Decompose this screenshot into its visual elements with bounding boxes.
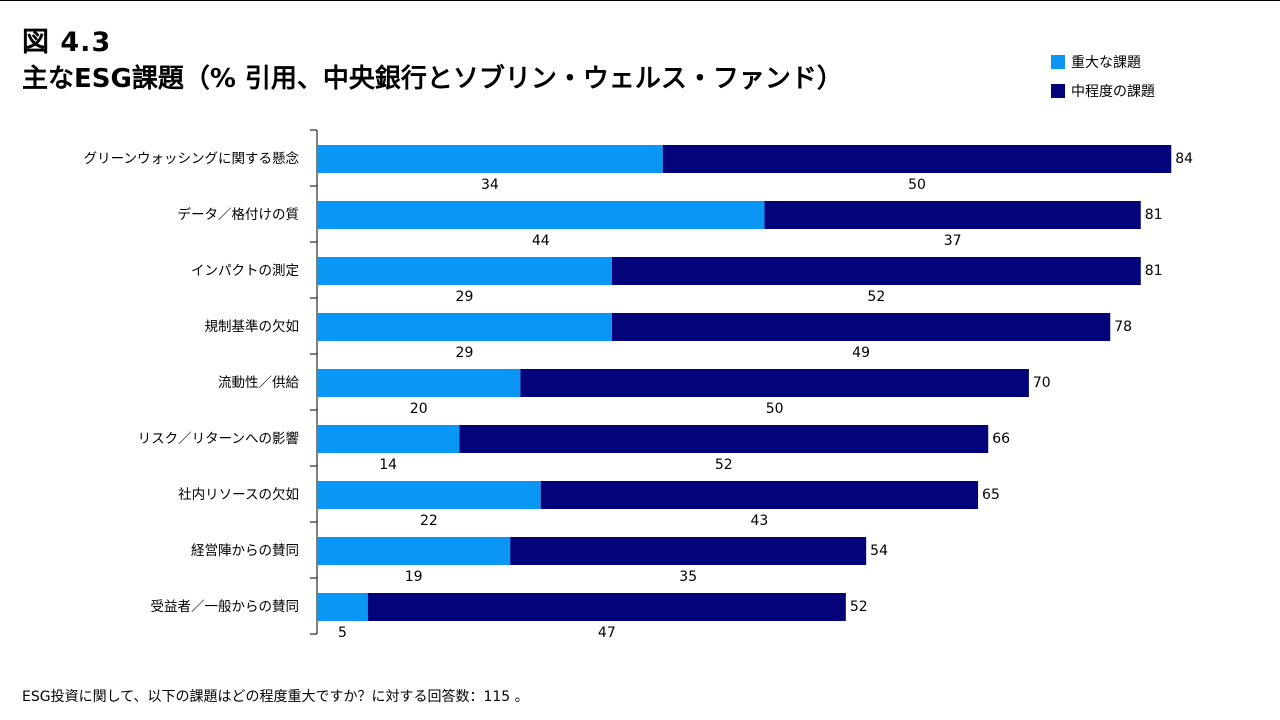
value-label-major: 19 bbox=[405, 569, 423, 585]
bar-major bbox=[317, 593, 368, 621]
bar-major bbox=[317, 257, 612, 285]
total-label: 54 bbox=[870, 543, 888, 559]
value-label-major: 34 bbox=[481, 177, 499, 193]
legend: 重大な課題 中程度の課題 bbox=[1051, 53, 1155, 111]
bar-moderate bbox=[611, 313, 1111, 341]
total-label: 78 bbox=[1114, 319, 1132, 335]
value-label-major: 20 bbox=[410, 401, 428, 417]
bar-moderate bbox=[611, 257, 1141, 285]
bar-moderate bbox=[662, 145, 1172, 173]
category-label: 社内リソースの欠如 bbox=[178, 487, 299, 503]
bar-moderate bbox=[510, 537, 867, 565]
value-label-major: 29 bbox=[456, 345, 474, 361]
value-label-moderate: 49 bbox=[852, 345, 870, 361]
bar-moderate bbox=[540, 481, 979, 509]
legend-swatch-moderate bbox=[1051, 84, 1065, 98]
bar-major bbox=[317, 313, 612, 341]
top-rule bbox=[0, 0, 1280, 1]
total-label: 52 bbox=[850, 599, 868, 615]
category-label: インパクトの測定 bbox=[191, 263, 299, 279]
value-label-moderate: 43 bbox=[750, 513, 768, 529]
bar-major bbox=[317, 369, 521, 397]
legend-swatch-major bbox=[1051, 55, 1065, 69]
chart-title: 主なESG課題（% 引用、中央銀行とソブリン・ウェルス・ファンド） bbox=[22, 64, 843, 94]
category-label: リスク／リターンへの影響 bbox=[138, 430, 299, 447]
total-label: 84 bbox=[1175, 151, 1193, 167]
category-label: データ／格付けの質 bbox=[178, 206, 300, 223]
legend-item-major: 重大な課題 bbox=[1051, 53, 1155, 71]
total-label: 65 bbox=[982, 487, 1000, 503]
footnote: ESG投資に関して、以下の課題はどの程度重大ですか？に対する回答数：115 。 bbox=[22, 689, 529, 705]
figure-label: 図 4.3 bbox=[22, 27, 112, 58]
value-label-major: 44 bbox=[532, 233, 550, 249]
value-label-moderate: 52 bbox=[867, 289, 885, 305]
legend-label-moderate: 中程度の課題 bbox=[1071, 84, 1155, 100]
value-label-major: 14 bbox=[379, 457, 397, 473]
legend-item-moderate: 中程度の課題 bbox=[1051, 82, 1155, 100]
category-label: 受益者／一般からの賛同 bbox=[151, 599, 300, 615]
value-label-major: 5 bbox=[338, 625, 347, 641]
value-label-moderate: 37 bbox=[944, 233, 962, 249]
value-label-moderate: 50 bbox=[908, 177, 926, 193]
bar-major bbox=[317, 425, 460, 453]
legend-label-major: 重大な課題 bbox=[1071, 55, 1141, 71]
value-label-major: 29 bbox=[456, 289, 474, 305]
bar-major bbox=[317, 145, 663, 173]
value-label-major: 22 bbox=[420, 513, 438, 529]
category-label: グリーンウォッシングに関する懸念 bbox=[84, 150, 299, 167]
bar-moderate bbox=[764, 201, 1141, 229]
total-label: 81 bbox=[1145, 207, 1163, 223]
total-label: 81 bbox=[1145, 263, 1163, 279]
bar-major bbox=[317, 537, 511, 565]
value-label-moderate: 52 bbox=[715, 457, 733, 473]
bar-moderate bbox=[459, 425, 989, 453]
total-label: 70 bbox=[1033, 375, 1051, 391]
category-label: 経営陣からの賛同 bbox=[191, 543, 299, 559]
category-label: 規制基準の欠如 bbox=[205, 318, 300, 335]
bar-major bbox=[317, 201, 765, 229]
value-label-moderate: 50 bbox=[766, 401, 784, 417]
value-label-moderate: 35 bbox=[679, 569, 697, 585]
bar-major bbox=[317, 481, 541, 509]
value-label-moderate: 47 bbox=[598, 625, 616, 641]
category-label: 流動性／供給 bbox=[218, 375, 299, 391]
total-label: 66 bbox=[992, 431, 1010, 447]
bar-moderate bbox=[367, 593, 846, 621]
bar-moderate bbox=[520, 369, 1029, 397]
